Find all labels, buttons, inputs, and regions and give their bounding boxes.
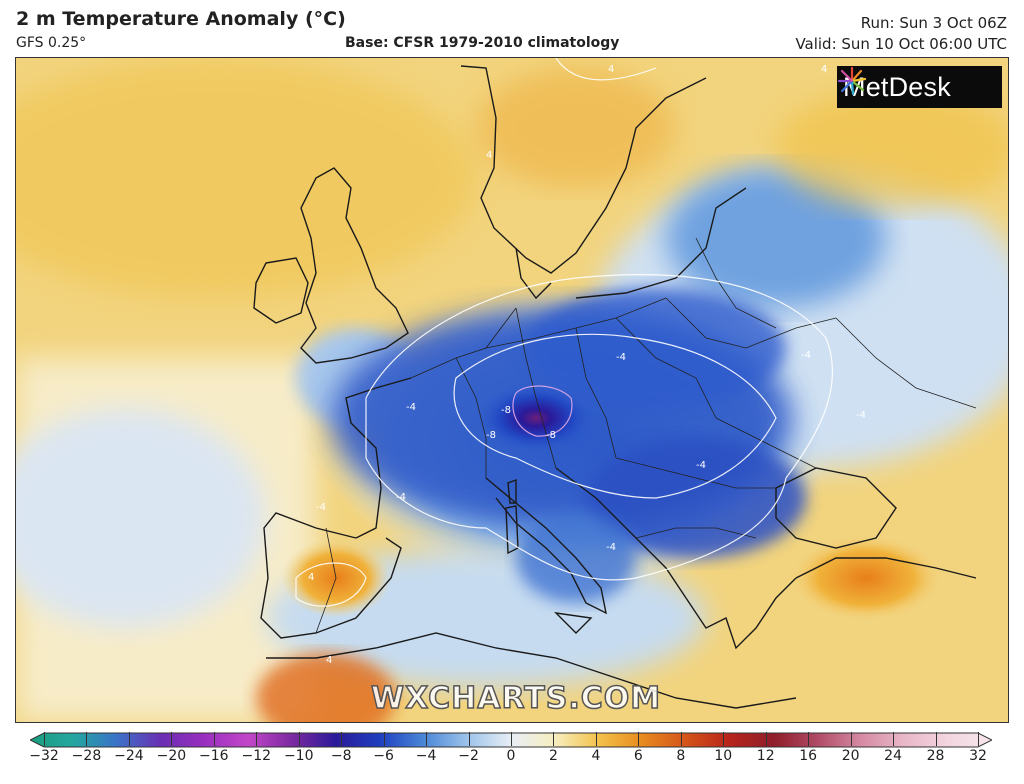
legend-tick-label: −20 bbox=[156, 748, 187, 764]
legend-tick-label: −24 bbox=[114, 748, 144, 764]
legend-tick-label: −4 bbox=[415, 748, 437, 764]
anomaly-alps-core bbox=[476, 383, 596, 453]
anomaly-turkey-warm bbox=[786, 533, 946, 623]
contour-label: -8 bbox=[546, 430, 556, 441]
legend-tick-mark bbox=[298, 732, 300, 746]
contour-label: 4 bbox=[608, 64, 614, 75]
legend-tick-mark bbox=[553, 732, 555, 746]
legend-tick-mark bbox=[595, 732, 597, 746]
legend-tick-label: 4 bbox=[591, 748, 601, 764]
legend-tick-mark bbox=[426, 732, 428, 746]
legend-tick-label: −32 bbox=[29, 748, 59, 764]
coast-italy bbox=[485, 477, 607, 615]
anomaly-russia-warm bbox=[776, 88, 1008, 208]
coast-black-sea bbox=[775, 467, 897, 549]
legend-tick-label: 16 bbox=[799, 748, 818, 764]
coast-north-africa bbox=[266, 632, 797, 709]
contour-label: 4 bbox=[308, 572, 314, 583]
legend-tick-label: 8 bbox=[676, 748, 686, 764]
wxcharts-watermark: WXCHARTS.COM bbox=[370, 680, 662, 717]
coast-baltic bbox=[575, 187, 747, 299]
contour-label: -4 bbox=[696, 460, 706, 471]
legend-tick-label: 20 bbox=[841, 748, 860, 764]
metdesk-logo: MetDesk bbox=[837, 66, 1002, 108]
legend-tick-mark bbox=[383, 732, 385, 746]
legend-tick-mark bbox=[511, 732, 512, 746]
legend-tick-label: 24 bbox=[884, 748, 902, 764]
coast-ireland bbox=[253, 257, 309, 324]
legend-tick-mark bbox=[893, 732, 895, 746]
anomaly-field-north-yellow bbox=[16, 58, 476, 298]
legend-tick-mark bbox=[468, 732, 470, 746]
legend-tick-mark bbox=[128, 732, 130, 746]
coast-iberia bbox=[260, 512, 402, 639]
contour-label: -4 bbox=[316, 502, 326, 513]
contour-label: -4 bbox=[856, 410, 866, 421]
contour-label: -8 bbox=[486, 430, 496, 441]
contour-label: 4 bbox=[486, 150, 492, 161]
coast-greece bbox=[685, 577, 797, 650]
metdesk-starburst-icon bbox=[837, 66, 867, 96]
legend-tick-mark bbox=[86, 732, 88, 746]
contour-label: -4 bbox=[606, 542, 616, 553]
valid-time-label: Valid: Sun 10 Oct 06:00 UTC bbox=[795, 35, 1007, 53]
model-label: GFS 0.25° bbox=[16, 35, 87, 51]
contour-label: -4 bbox=[801, 350, 811, 361]
legend-tick-label: −6 bbox=[373, 748, 394, 764]
coast-scandinavia bbox=[460, 65, 707, 274]
legend-tick-label: −10 bbox=[283, 748, 314, 764]
legend-tick-mark bbox=[723, 732, 725, 746]
anomaly-scandinavia-warm bbox=[476, 68, 676, 188]
coast-sicily bbox=[554, 612, 593, 634]
anomaly-baltic-blue bbox=[666, 168, 886, 308]
legend-tick-label: 12 bbox=[756, 748, 775, 764]
legend-tick-mark bbox=[680, 732, 682, 746]
legend-tick-mark bbox=[44, 732, 45, 746]
legend-tick-label: 32 bbox=[969, 748, 987, 764]
legend-tick-label: −8 bbox=[330, 748, 352, 764]
legend-tick-label: 28 bbox=[926, 748, 945, 764]
legend-tick-label: 0 bbox=[506, 748, 516, 764]
contour-lines bbox=[295, 58, 834, 607]
contour-label: 4 bbox=[326, 655, 332, 666]
legend-tick-mark bbox=[638, 732, 640, 746]
legend-tick-mark bbox=[171, 732, 173, 746]
legend-tick-label: −16 bbox=[199, 748, 229, 764]
legend-tick-mark bbox=[808, 732, 810, 746]
contour-label: 4 bbox=[821, 64, 827, 75]
contour-label: -4 bbox=[616, 352, 626, 363]
legend-tick-mark bbox=[213, 732, 215, 746]
color-scale-legend: −32 −28 −24 −20 −16 −12 −10 −8 −6 −4 −2 0 2 4 6 8 10 12 16… bbox=[29, 728, 992, 776]
anomaly-southwest-pale-blue bbox=[16, 408, 266, 628]
legend-tick-mark bbox=[256, 732, 258, 746]
legend-tick-mark bbox=[935, 732, 937, 746]
anomaly-morocco-warm bbox=[256, 653, 396, 722]
coast-denmark bbox=[515, 247, 552, 300]
anomaly-balkans-cold bbox=[586, 438, 806, 558]
legend-tick-label: 2 bbox=[548, 748, 558, 764]
run-label: Run: Sun 3 Oct 06Z bbox=[860, 14, 1007, 32]
coast-turkey bbox=[795, 557, 977, 579]
legend-tick-mark bbox=[765, 732, 767, 746]
metdesk-logo-text: MetDesk bbox=[843, 71, 951, 102]
coast-corsica bbox=[507, 478, 517, 504]
legend-tick-mark bbox=[341, 732, 343, 746]
legend-tick-label: −28 bbox=[71, 748, 102, 764]
legend-tick-label: 10 bbox=[714, 748, 733, 764]
legend-tick-label: −2 bbox=[458, 748, 479, 764]
contour-label-group: -4 -4 -4 -4 -4 -8 -8 -8 4 4 4 4 4 -4 -4 … bbox=[308, 64, 866, 666]
legend-tick-mark bbox=[850, 732, 852, 746]
map-title: 2 m Temperature Anomaly (°C) bbox=[16, 8, 346, 30]
map-canvas: -4 -4 -4 -4 -4 -8 -8 -8 4 4 4 4 4 -4 -4 … bbox=[16, 58, 1008, 722]
climatology-base-label: Base: CFSR 1979-2010 climatology bbox=[345, 35, 620, 51]
temperature-anomaly-map[interactable]: -4 -4 -4 -4 -4 -8 -8 -8 4 4 4 4 4 -4 -4 … bbox=[15, 57, 1009, 723]
legend-tick-label: −12 bbox=[241, 748, 272, 764]
contour-label: -8 bbox=[501, 405, 511, 416]
coast-uk bbox=[300, 167, 409, 364]
legend-tick-label: 6 bbox=[633, 748, 643, 764]
contour-label: -4 bbox=[406, 402, 416, 413]
anomaly-poland-cold bbox=[526, 288, 786, 408]
legend-tick-mark bbox=[978, 732, 979, 746]
contour-label: -4 bbox=[396, 492, 406, 503]
